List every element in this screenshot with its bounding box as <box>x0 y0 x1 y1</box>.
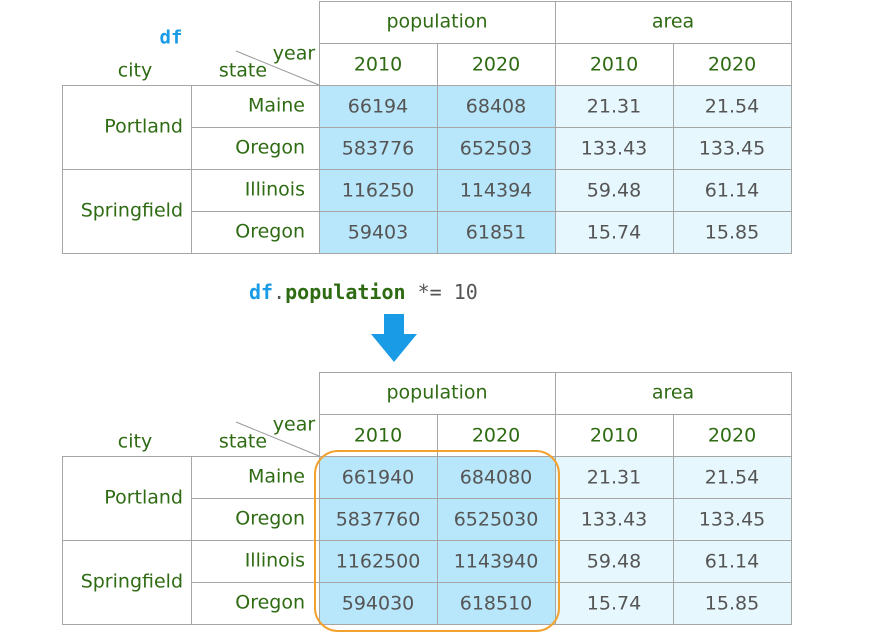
state-label: Oregon <box>235 591 305 614</box>
column-group-label: population <box>386 381 488 404</box>
state-label: Oregon <box>235 220 305 243</box>
state-label: Illinois <box>244 178 305 201</box>
column-year-label: 2020 <box>707 53 757 76</box>
code-attr: population <box>285 280 406 304</box>
index-name-city: city <box>117 430 153 453</box>
table-cell-value: 652503 <box>459 137 533 160</box>
index-name-state: state <box>218 430 268 453</box>
table-cell-value: 684080 <box>459 466 533 489</box>
table-cell-value: 61.14 <box>704 179 760 202</box>
code-line: df.population *= 10 <box>249 280 478 304</box>
city-label: Portland <box>104 486 183 509</box>
table-cell-value: 133.43 <box>580 137 648 160</box>
table-cell-value: 15.74 <box>586 221 642 244</box>
down-arrow-icon <box>371 314 417 362</box>
table-cell-value: 21.31 <box>586 95 642 118</box>
code-dot: . <box>273 280 286 304</box>
population-highlight-box <box>314 450 560 632</box>
table-cell-value: 15.74 <box>586 592 642 615</box>
table-cell-value: 5837760 <box>335 508 421 531</box>
table-cell-value: 1162500 <box>335 550 421 573</box>
table-cell-value: 583776 <box>341 137 415 160</box>
city-label: Portland <box>104 115 183 138</box>
state-label: Maine <box>247 465 305 488</box>
state-label: Illinois <box>244 549 305 572</box>
table-cell-value: 21.54 <box>704 466 760 489</box>
table-cell-value: 59.48 <box>586 179 642 202</box>
table-cell-value: 6525030 <box>453 508 539 531</box>
columns-name-label: year <box>272 42 316 65</box>
table-cell-value: 133.45 <box>698 508 766 531</box>
table-cell-value: 116250 <box>341 179 415 202</box>
table-cell-value: 59403 <box>347 221 409 244</box>
table-cell-value: 594030 <box>341 592 415 615</box>
table-cell-value: 66194 <box>347 95 409 118</box>
column-group-label: area <box>651 10 695 33</box>
column-group-label: population <box>386 10 488 33</box>
state-label: Oregon <box>235 507 305 530</box>
table-cell-value: 61851 <box>465 221 527 244</box>
table-cell-value: 21.54 <box>704 95 760 118</box>
column-group-label: area <box>651 381 695 404</box>
table-cell-value: 68408 <box>465 95 527 118</box>
code-var: df <box>249 280 274 304</box>
city-label: Springfield <box>80 570 183 593</box>
table-cell-value: 15.85 <box>704 221 760 244</box>
table-cell-value: 1143940 <box>453 550 539 573</box>
table-cell-value: 133.43 <box>580 508 648 531</box>
header-diagonal <box>235 421 320 457</box>
table-cell-value: 133.45 <box>698 137 766 160</box>
table-cell-value: 21.31 <box>586 466 642 489</box>
column-year-label: 2020 <box>471 53 521 76</box>
index-name-state: state <box>218 59 268 82</box>
column-year-label: 2010 <box>353 53 403 76</box>
index-name-city: city <box>117 59 153 82</box>
table-cell-value: 15.85 <box>704 592 760 615</box>
column-year-label: 2020 <box>707 424 757 447</box>
city-label: Springfield <box>80 199 183 222</box>
table-cell-value: 59.48 <box>586 550 642 573</box>
columns-name-label: year <box>272 413 316 436</box>
column-year-label: 2010 <box>589 53 639 76</box>
table-cell-value: 661940 <box>341 466 415 489</box>
state-label: Maine <box>247 94 305 117</box>
state-label: Oregon <box>235 136 305 159</box>
table-cell-value: 114394 <box>459 179 533 202</box>
column-year-label: 2020 <box>471 424 521 447</box>
table-cell-value: 618510 <box>459 592 533 615</box>
code-rest: *= 10 <box>405 280 478 304</box>
table-cell-value: 61.14 <box>704 550 760 573</box>
column-year-label: 2010 <box>589 424 639 447</box>
df-label: df <box>159 26 183 49</box>
header-diagonal <box>235 50 320 86</box>
column-year-label: 2010 <box>353 424 403 447</box>
